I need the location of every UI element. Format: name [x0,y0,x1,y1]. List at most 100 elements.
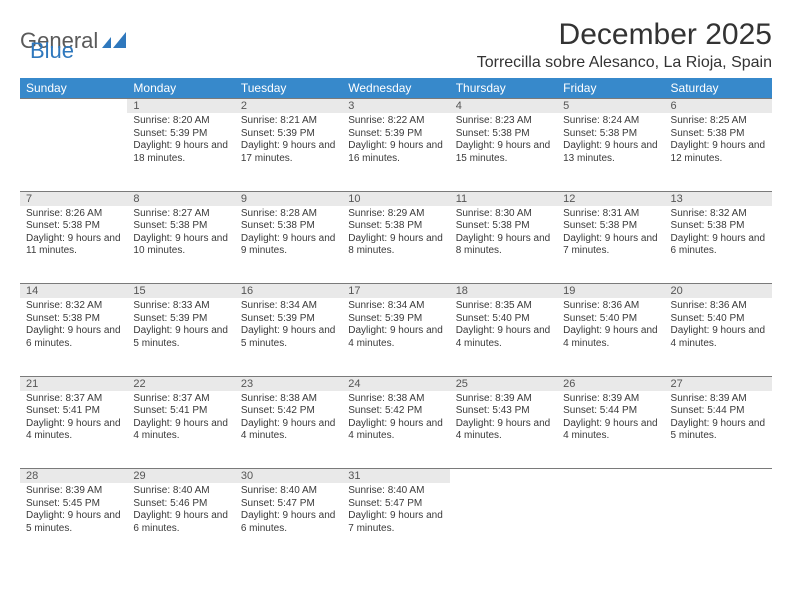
day-cell: Sunrise: 8:38 AMSunset: 5:42 PMDaylight:… [342,391,449,469]
daylight-line: Daylight: 9 hours and 6 minutes. [241,510,336,535]
day-number-cell [665,469,772,484]
sunset-line: Sunset: 5:38 PM [26,220,121,233]
sunset-line: Sunset: 5:46 PM [133,498,228,511]
sunset-line: Sunset: 5:39 PM [348,313,443,326]
day-cell: Sunrise: 8:37 AMSunset: 5:41 PMDaylight:… [127,391,234,469]
sunset-line: Sunset: 5:38 PM [133,220,228,233]
weekday-header: Saturday [665,78,772,99]
daylight-line: Daylight: 9 hours and 17 minutes. [241,140,336,165]
sunrise-line: Sunrise: 8:40 AM [348,485,443,498]
day-cell: Sunrise: 8:26 AMSunset: 5:38 PMDaylight:… [20,206,127,284]
daylight-line: Daylight: 9 hours and 4 minutes. [348,325,443,350]
daynum-row: 123456 [20,99,772,114]
day-cell: Sunrise: 8:39 AMSunset: 5:43 PMDaylight:… [450,391,557,469]
calendar-page: General December 2025 Torrecilla sobre A… [0,0,792,612]
sunrise-line: Sunrise: 8:29 AM [348,208,443,221]
day-cell: Sunrise: 8:34 AMSunset: 5:39 PMDaylight:… [342,298,449,376]
sunset-line: Sunset: 5:38 PM [26,313,121,326]
daylight-line: Daylight: 9 hours and 4 minutes. [133,418,228,443]
day-cell-body: Sunrise: 8:39 AMSunset: 5:44 PMDaylight:… [665,391,772,447]
month-title: December 2025 [477,18,772,52]
daylight-line: Daylight: 9 hours and 6 minutes. [26,325,121,350]
week-row: Sunrise: 8:39 AMSunset: 5:45 PMDaylight:… [20,483,772,561]
daylight-line: Daylight: 9 hours and 10 minutes. [133,233,228,258]
sunrise-line: Sunrise: 8:36 AM [563,300,658,313]
week-row: Sunrise: 8:20 AMSunset: 5:39 PMDaylight:… [20,113,772,191]
weekday-header: Wednesday [342,78,449,99]
day-cell-body: Sunrise: 8:26 AMSunset: 5:38 PMDaylight:… [20,206,127,262]
day-cell: Sunrise: 8:40 AMSunset: 5:47 PMDaylight:… [235,483,342,561]
sunset-line: Sunset: 5:39 PM [133,128,228,141]
daylight-line: Daylight: 9 hours and 6 minutes. [671,233,766,258]
daylight-line: Daylight: 9 hours and 6 minutes. [133,510,228,535]
day-cell-body: Sunrise: 8:39 AMSunset: 5:44 PMDaylight:… [557,391,664,447]
day-cell-body: Sunrise: 8:32 AMSunset: 5:38 PMDaylight:… [665,206,772,262]
daylight-line: Daylight: 9 hours and 4 minutes. [563,418,658,443]
week-row: Sunrise: 8:26 AMSunset: 5:38 PMDaylight:… [20,206,772,284]
day-number-cell: 5 [557,99,664,114]
day-cell-body: Sunrise: 8:23 AMSunset: 5:38 PMDaylight:… [450,113,557,169]
sunrise-line: Sunrise: 8:32 AM [671,208,766,221]
day-cell-body: Sunrise: 8:39 AMSunset: 5:45 PMDaylight:… [20,483,127,539]
day-cell [450,483,557,561]
day-number-cell: 7 [20,191,127,206]
daynum-row: 21222324252627 [20,376,772,391]
logo-text-blue-wrap: Blue [30,38,74,64]
sunrise-line: Sunrise: 8:39 AM [671,393,766,406]
daylight-line: Daylight: 9 hours and 5 minutes. [26,510,121,535]
daylight-line: Daylight: 9 hours and 7 minutes. [563,233,658,258]
day-cell: Sunrise: 8:31 AMSunset: 5:38 PMDaylight:… [557,206,664,284]
day-cell-body: Sunrise: 8:21 AMSunset: 5:39 PMDaylight:… [235,113,342,169]
day-cell-body: Sunrise: 8:36 AMSunset: 5:40 PMDaylight:… [557,298,664,354]
sunset-line: Sunset: 5:44 PM [671,405,766,418]
daylight-line: Daylight: 9 hours and 4 minutes. [563,325,658,350]
day-number-cell: 22 [127,376,234,391]
sunset-line: Sunset: 5:40 PM [563,313,658,326]
weekday-row: Sunday Monday Tuesday Wednesday Thursday… [20,78,772,99]
sunrise-line: Sunrise: 8:37 AM [26,393,121,406]
day-cell: Sunrise: 8:38 AMSunset: 5:42 PMDaylight:… [235,391,342,469]
day-cell-body: Sunrise: 8:37 AMSunset: 5:41 PMDaylight:… [127,391,234,447]
sunset-line: Sunset: 5:38 PM [563,220,658,233]
calendar-head: Sunday Monday Tuesday Wednesday Thursday… [20,78,772,99]
daylight-line: Daylight: 9 hours and 4 minutes. [241,418,336,443]
sunrise-line: Sunrise: 8:40 AM [133,485,228,498]
calendar-table: Sunday Monday Tuesday Wednesday Thursday… [20,78,772,561]
day-cell: Sunrise: 8:27 AMSunset: 5:38 PMDaylight:… [127,206,234,284]
sunrise-line: Sunrise: 8:21 AM [241,115,336,128]
sunrise-line: Sunrise: 8:25 AM [671,115,766,128]
sunrise-line: Sunrise: 8:37 AM [133,393,228,406]
day-number-cell: 12 [557,191,664,206]
day-cell: Sunrise: 8:36 AMSunset: 5:40 PMDaylight:… [557,298,664,376]
day-cell: Sunrise: 8:39 AMSunset: 5:45 PMDaylight:… [20,483,127,561]
sunset-line: Sunset: 5:43 PM [456,405,551,418]
day-cell: Sunrise: 8:30 AMSunset: 5:38 PMDaylight:… [450,206,557,284]
daylight-line: Daylight: 9 hours and 4 minutes. [671,325,766,350]
day-number-cell [450,469,557,484]
day-number-cell: 28 [20,469,127,484]
sunset-line: Sunset: 5:40 PM [456,313,551,326]
day-cell: Sunrise: 8:33 AMSunset: 5:39 PMDaylight:… [127,298,234,376]
day-number-cell: 14 [20,284,127,299]
day-cell: Sunrise: 8:40 AMSunset: 5:47 PMDaylight:… [342,483,449,561]
weekday-header: Tuesday [235,78,342,99]
sunset-line: Sunset: 5:38 PM [456,220,551,233]
day-cell-body: Sunrise: 8:39 AMSunset: 5:43 PMDaylight:… [450,391,557,447]
logo-sails-icon [102,30,128,55]
location-text: Torrecilla sobre Alesanco, La Rioja, Spa… [477,54,772,72]
day-cell-body: Sunrise: 8:22 AMSunset: 5:39 PMDaylight:… [342,113,449,169]
day-cell-body: Sunrise: 8:34 AMSunset: 5:39 PMDaylight:… [235,298,342,354]
day-number-cell: 1 [127,99,234,114]
weekday-header: Sunday [20,78,127,99]
day-cell: Sunrise: 8:22 AMSunset: 5:39 PMDaylight:… [342,113,449,191]
sunset-line: Sunset: 5:39 PM [241,313,336,326]
week-row: Sunrise: 8:32 AMSunset: 5:38 PMDaylight:… [20,298,772,376]
sunrise-line: Sunrise: 8:30 AM [456,208,551,221]
week-row: Sunrise: 8:37 AMSunset: 5:41 PMDaylight:… [20,391,772,469]
weekday-header: Thursday [450,78,557,99]
title-block: December 2025 Torrecilla sobre Alesanco,… [477,18,772,72]
daylight-line: Daylight: 9 hours and 16 minutes. [348,140,443,165]
sunset-line: Sunset: 5:39 PM [348,128,443,141]
day-cell: Sunrise: 8:23 AMSunset: 5:38 PMDaylight:… [450,113,557,191]
day-cell-body: Sunrise: 8:25 AMSunset: 5:38 PMDaylight:… [665,113,772,169]
